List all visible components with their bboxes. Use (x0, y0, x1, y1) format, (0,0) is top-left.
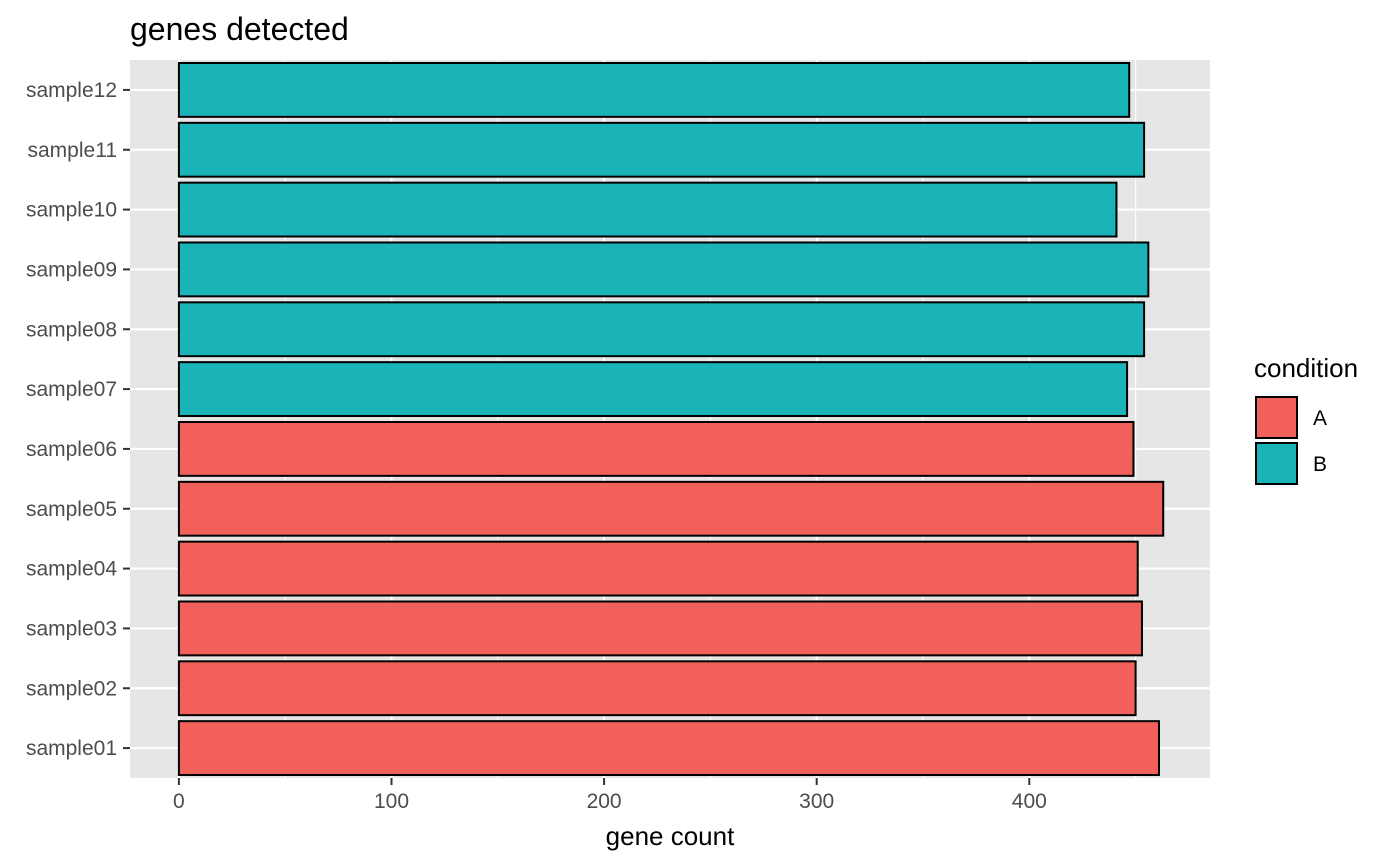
x-tick-label: 0 (173, 790, 185, 813)
bar-sample03 (177, 600, 1143, 657)
x-axis: 0 100 200 300 400 (173, 778, 1047, 813)
bar-sample11 (177, 121, 1146, 178)
x-tick-label: 400 (1012, 790, 1047, 813)
bars (177, 61, 1165, 777)
x-tick-label: 300 (799, 790, 834, 813)
bar-sample07 (177, 361, 1129, 418)
y-tick-label: sample07 (26, 378, 117, 401)
y-tick-label: sample02 (26, 677, 117, 700)
bar-sample08 (177, 301, 1146, 358)
legend-key-B (1255, 442, 1298, 485)
y-tick-label: sample08 (26, 318, 117, 341)
x-tick-label: 100 (374, 790, 409, 813)
bar-sample02 (177, 660, 1137, 717)
y-tick-label: sample09 (26, 258, 117, 281)
bar-sample04 (177, 540, 1139, 597)
bar-sample12 (177, 61, 1131, 118)
legend-title: condition (1254, 353, 1358, 383)
y-tick-label: sample04 (26, 558, 117, 581)
x-axis-title: gene count (606, 821, 735, 851)
bar-sample01 (177, 720, 1160, 777)
legend-label-A: A (1313, 407, 1327, 430)
y-tick-label: sample12 (26, 79, 117, 102)
chart-title: genes detected (130, 11, 349, 47)
legend-key-A (1255, 396, 1298, 439)
bar-sample05 (177, 480, 1165, 537)
y-tick-label: sample01 (26, 737, 117, 760)
bar-sample06 (177, 420, 1135, 477)
bar-sample10 (177, 181, 1118, 238)
y-tick-label: sample11 (28, 139, 118, 162)
y-tick-label: sample05 (26, 498, 117, 521)
y-axis: sample01 sample02 sample03 sample04 sample05… (26, 79, 130, 760)
legend-label-B: B (1313, 453, 1327, 476)
x-tick-label: 200 (587, 790, 622, 813)
legend: condition AB (1254, 353, 1358, 485)
bar-sample09 (177, 241, 1150, 298)
y-tick-label: sample06 (26, 438, 117, 461)
y-tick-label: sample03 (26, 617, 117, 640)
y-tick-label: sample10 (26, 199, 117, 222)
